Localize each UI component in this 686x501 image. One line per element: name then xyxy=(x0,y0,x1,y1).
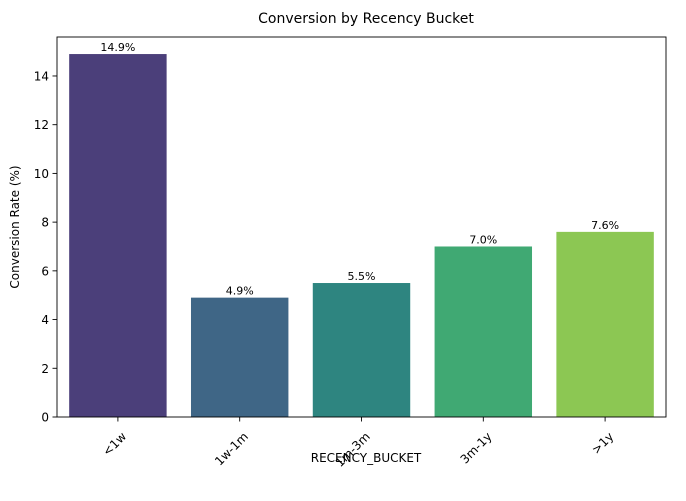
bars-layer xyxy=(69,54,654,418)
x-axis-label: RECENCY_BUCKET xyxy=(311,451,422,465)
bar xyxy=(312,283,411,417)
y-axis: 0 2 4 6 8 10 12 14 xyxy=(34,69,57,425)
bar xyxy=(556,231,654,417)
y-tick-label: 10 xyxy=(34,167,49,181)
data-label: 4.9% xyxy=(226,285,254,298)
data-label: 5.5% xyxy=(348,270,376,283)
y-tick-label: 12 xyxy=(34,118,49,132)
y-tick-label: 0 xyxy=(41,411,49,425)
bar xyxy=(190,297,289,417)
y-tick-label: 6 xyxy=(41,264,49,278)
data-labels-layer: 14.9% 4.9% 5.5% 7.0% 7.6% xyxy=(100,41,619,298)
data-label: 7.0% xyxy=(469,233,497,246)
bar xyxy=(434,246,533,417)
bar xyxy=(69,54,167,418)
plot-frame xyxy=(56,36,667,418)
y-tick-label: 2 xyxy=(41,362,49,376)
x-tick-label: >1y xyxy=(589,429,616,456)
y-axis-label: Conversion Rate (%) xyxy=(8,165,22,288)
y-tick-label: 4 xyxy=(41,313,49,327)
chart-title: Conversion by Recency Bucket xyxy=(258,11,474,27)
data-label: 14.9% xyxy=(100,41,135,54)
x-tick-label: <1w xyxy=(100,429,129,458)
x-tick-label: 3m-1y xyxy=(458,429,495,466)
data-label: 7.6% xyxy=(591,219,619,232)
y-tick-label: 8 xyxy=(41,216,49,230)
y-tick-label: 14 xyxy=(34,69,49,83)
x-tick-label: 1w-1m xyxy=(212,429,251,468)
